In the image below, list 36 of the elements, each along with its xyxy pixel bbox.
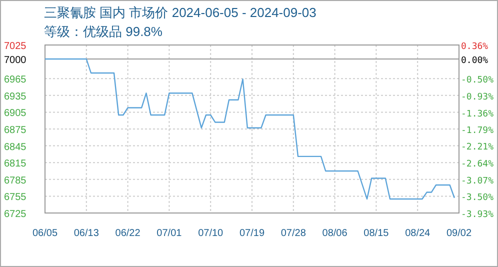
- y-tick-label: 6725: [4, 209, 27, 220]
- y-tick-label: 6755: [4, 192, 27, 204]
- x-tick-label: 09/02: [446, 228, 472, 239]
- y-tick-label: 6935: [4, 91, 27, 102]
- x-tick-label: 06/22: [115, 228, 141, 239]
- line-series: [44, 58, 455, 200]
- y-tick-label: 7025: [4, 41, 27, 52]
- x-tick-label: 08/24: [405, 228, 431, 239]
- x-tick-label: 07/10: [198, 228, 224, 239]
- y-tick-label: 7000: [4, 55, 27, 66]
- y-tick-label: 6845: [4, 142, 27, 153]
- x-tick-label: 08/06: [322, 228, 348, 239]
- y2-tick-label: -2.21%: [461, 142, 494, 153]
- y2-tick-label: -0.50%: [461, 76, 494, 86]
- y-tick-label: 6815: [4, 158, 27, 170]
- y2-tick-label: -3.93%: [461, 210, 494, 220]
- y2-tick-label: 0.00%: [461, 56, 489, 66]
- chart-subtitle: 等级：优级品 99.8%: [44, 24, 163, 39]
- y-tick-label: 6875: [4, 125, 27, 136]
- y-tick-label: 6905: [4, 108, 27, 120]
- y-tick-label: 6785: [4, 175, 27, 186]
- x-tick-label: 07/19: [239, 228, 265, 239]
- y-tick-label: 6965: [4, 74, 27, 86]
- y2-tick-label: -0.93%: [461, 92, 494, 103]
- chart-title: 三聚氰胺 国内 市场价 2024-06-05 - 2024-09-03: [44, 5, 316, 20]
- y2-tick-label: 0.36%: [461, 42, 489, 52]
- y2-tick-label: -3.50%: [461, 193, 494, 204]
- y2-tick-label: -2.64%: [461, 159, 494, 170]
- x-tick-label: 07/28: [280, 228, 306, 239]
- x-tick-label: 06/13: [74, 228, 100, 239]
- x-tick-label: 07/01: [156, 228, 182, 239]
- x-tick-label: 08/15: [364, 228, 390, 239]
- y2-tick-label: -3.07%: [461, 176, 494, 186]
- x-tick-label: 06/05: [32, 228, 58, 239]
- y2-tick-label: -1.36%: [461, 109, 494, 120]
- y2-tick-label: -1.79%: [461, 126, 494, 136]
